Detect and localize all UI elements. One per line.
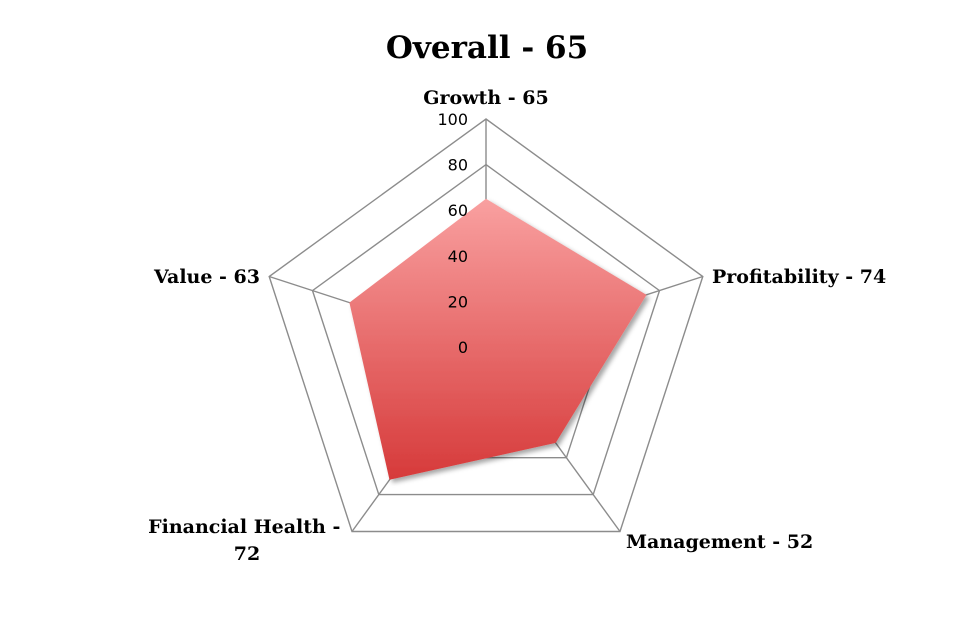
category-label-profitability: Profitability - 74 <box>712 266 886 288</box>
category-label-financial-health-line1: Financial Health - <box>148 516 340 538</box>
grid-ring-80 <box>311 163 661 496</box>
tick-label-80: 80 <box>448 156 468 175</box>
data-area-series-0 <box>349 198 647 480</box>
grid-ring-100 <box>268 118 704 533</box>
tick-label-100: 100 <box>437 110 468 129</box>
data-area-group <box>349 198 647 480</box>
tick-label-0: 0 <box>458 338 468 357</box>
category-label-growth: Growth - 65 <box>423 87 548 109</box>
tick-label-60: 60 <box>448 201 468 220</box>
radial-axis-ticks: 0 20 40 60 80 100 <box>437 110 468 357</box>
tick-label-20: 20 <box>448 292 468 311</box>
category-label-management: Management - 52 <box>626 531 813 553</box>
tick-label-40: 40 <box>448 247 468 266</box>
category-label-financial-health-line2: 72 <box>234 543 260 565</box>
chart-title: Overall - 65 <box>386 30 588 66</box>
category-label-value: Value - 63 <box>153 266 260 288</box>
category-label-financial-health: Financial Health - 72 <box>148 516 347 565</box>
